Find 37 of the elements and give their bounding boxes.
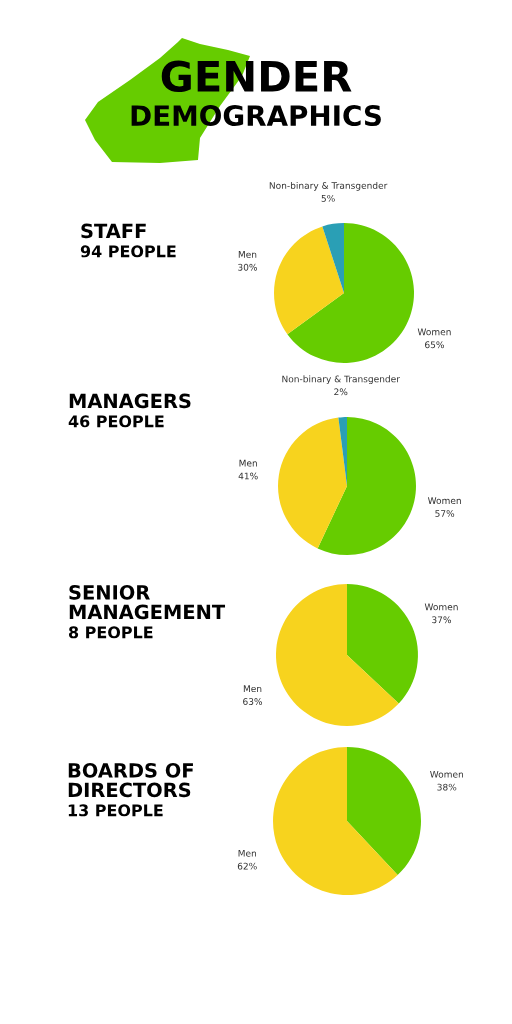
data-label: 57% (435, 510, 455, 517)
text: BOARDS OF DIRECTORS (68, 762, 193, 798)
slice-label: Women (430, 770, 463, 778)
pie-slice (322, 223, 344, 293)
data-label: 2% (334, 388, 348, 396)
slice-label: Women (417, 328, 451, 336)
pie-slice (347, 584, 418, 704)
pie-slice (347, 747, 421, 875)
data-label: 65% (425, 341, 444, 349)
text: 13 PEOPLE (68, 804, 163, 817)
slice-label: Women (424, 603, 458, 611)
pie-slice (278, 417, 347, 549)
data-label: 30% (238, 263, 257, 271)
data-label: 38% (437, 783, 457, 791)
slice-label: Women (427, 497, 461, 505)
pie-slice (287, 223, 414, 363)
pie-slice (273, 747, 398, 895)
data-label: 37% (432, 616, 452, 624)
pie-slice (274, 226, 344, 335)
data-label: 5% (321, 194, 335, 202)
slice-label: Men (238, 251, 257, 258)
slice-label: Men (243, 685, 262, 693)
slice-label: Non-binary & Transgender (282, 375, 400, 385)
pie-slice (276, 584, 399, 726)
data-label: 62% (237, 862, 257, 870)
slice-label: Men (238, 849, 256, 857)
slice-label: Non-binary & Transgender (269, 181, 388, 191)
data-label: 63% (243, 698, 263, 705)
text: MANAGERS (69, 393, 191, 409)
slice-label: Men (239, 459, 257, 467)
text: 94 PEOPLE (80, 245, 176, 258)
data-label: 41% (238, 472, 258, 480)
chart-title: SENIOR MANAGEMENT (69, 584, 226, 620)
pie-slice (317, 417, 416, 555)
text: 46 PEOPLE (68, 415, 164, 428)
text: 8 PEOPLE (68, 626, 153, 639)
text: STAFF (81, 223, 146, 239)
